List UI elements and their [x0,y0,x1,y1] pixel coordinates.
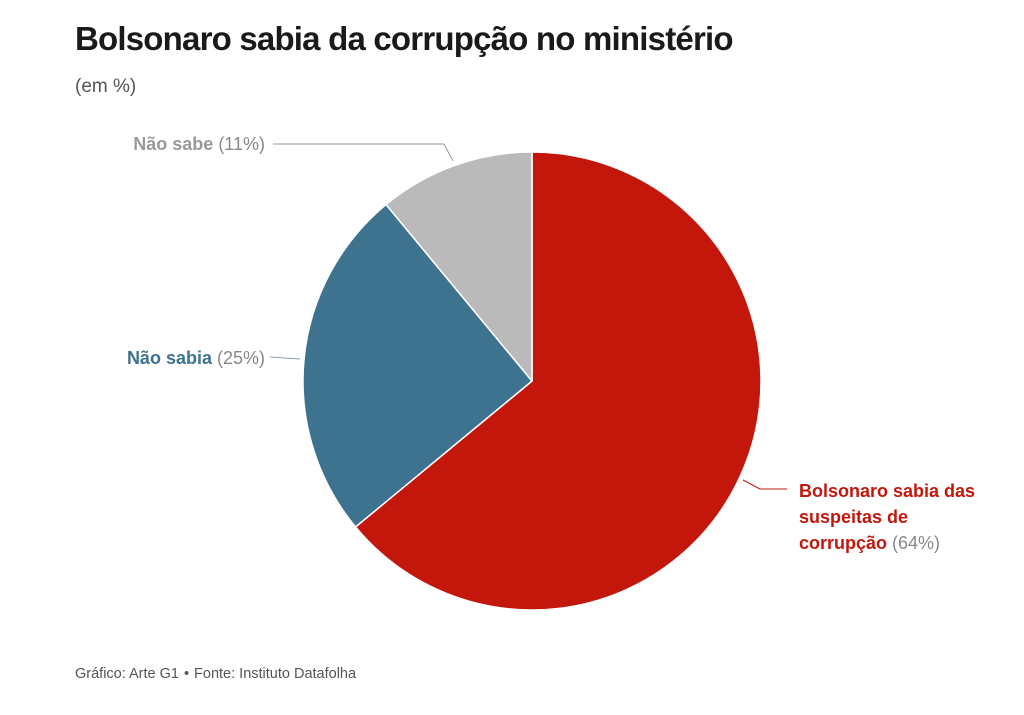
slice-value-label-1: (25%) [212,348,265,368]
slice-value-label-2: (11%) [213,134,265,154]
footer-source: Fonte: Instituto Datafolha [194,666,357,682]
leader-line-0-0 [742,479,761,490]
chart-title: Bolsonaro sabia da corrupção no ministér… [75,20,734,57]
slice-label-0-line-2: corrupção (64%) [799,533,940,553]
pie-slice-1 [302,203,533,528]
chart-subtitle: (em %) [75,76,137,97]
slice-labels: Bolsonaro sabia das suspeitas de corrupção… [127,134,975,553]
slice-label-0-line-0: Bolsonaro sabia das [799,481,975,501]
pie-slices [302,151,762,611]
leader-line-2-1 [443,143,454,162]
pie-slice-2 [385,151,533,382]
slice-label-0-line-1: suspeitas de [799,507,908,527]
pie-slice-0 [354,151,762,611]
footer: Gráfico: Arte G1 • Fonte: Instituto Datafo… [75,666,356,682]
footer-credit: Gráfico: Arte G1 [75,666,179,682]
slice-label-2-line-0: Não sabe (11%) [133,134,265,154]
slice-value-label-0: (64%) [887,533,940,553]
footer-separator: • [183,666,190,682]
slice-label-1-line-0: Não sabia (25%) [127,348,265,368]
leader-line-1-0 [269,356,301,360]
leader-lines [269,143,787,490]
